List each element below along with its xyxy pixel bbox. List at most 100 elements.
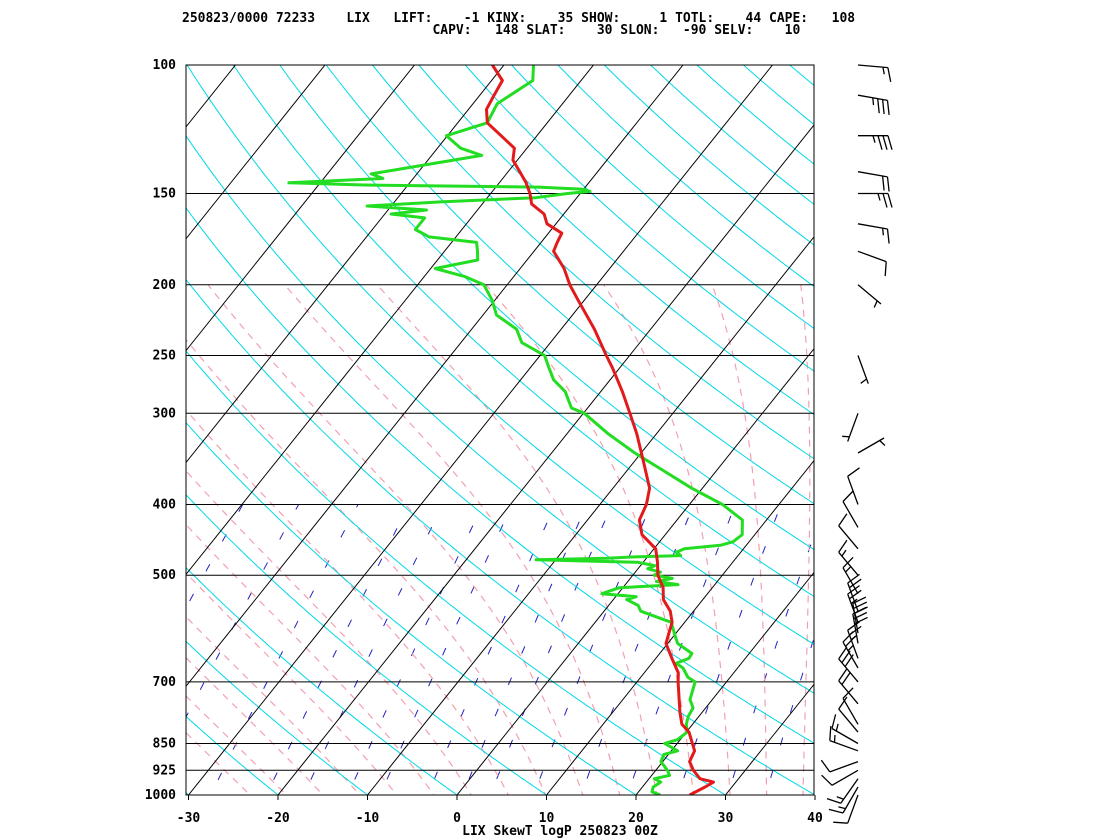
dry-adiabat-line: [742, 65, 814, 126]
header-line-1: 250823/0000 72233 LIX LIFT: -1 KINX: 35 …: [182, 11, 855, 26]
moist-adiabat-line: [800, 284, 811, 795]
isotherm-line: [456, 347, 814, 795]
dry-adiabat-line: [186, 350, 727, 795]
dry-adiabat-line: [186, 566, 458, 795]
dry-adiabat-line: [696, 65, 814, 165]
wind-barb: [821, 769, 859, 786]
mixing-ratio-line: [489, 504, 613, 795]
mixing-ratio-line: [303, 504, 444, 795]
dry-adiabat-line: [603, 65, 814, 246]
mixing-ratio-line: [427, 504, 556, 795]
dry-adiabat-line: [279, 65, 814, 551]
wind-barb: [826, 778, 859, 804]
temperature-tick-label: 30: [718, 811, 734, 826]
temperature-line: [485, 65, 715, 795]
pressure-tick-label: 150: [153, 187, 177, 202]
isotherm-line: [186, 65, 236, 128]
pressure-tick-label: 925: [153, 763, 176, 778]
wind-barb: [857, 171, 890, 192]
temperature-tick-label: 40: [807, 811, 823, 826]
pressure-tick-label: 300: [153, 406, 177, 421]
dry-adiabat-line: [186, 207, 814, 744]
moist-adiabat-line: [284, 284, 621, 795]
wind-barb: [838, 646, 859, 683]
moist-adiabat-line: [186, 731, 251, 795]
dry-adiabat-line: [788, 65, 814, 86]
pressure-tick-label: 200: [153, 278, 177, 293]
wind-barb: [857, 284, 882, 308]
pressure-tick-label: 500: [153, 568, 177, 583]
dewpoint-line: [287, 65, 744, 795]
moist-adiabat-line: [186, 656, 324, 795]
moist-adiabat-line: [186, 571, 398, 795]
moist-adiabat-line: [186, 409, 510, 795]
wind-barb: [838, 513, 859, 550]
mixing-ratio-line: [580, 504, 695, 795]
isobars: [186, 65, 814, 795]
isotherm-line: [815, 65, 1120, 795]
pressure-tick-label: 100: [153, 58, 177, 73]
pressure-tick-label: 400: [153, 498, 177, 513]
isotherm-line: [367, 236, 814, 795]
moist-adiabat-line: [376, 284, 658, 795]
isotherm-line: [905, 65, 1120, 795]
plot-frame: [185, 64, 815, 796]
isotherm-line: [546, 459, 814, 795]
mixing-ratio-line: [210, 504, 359, 795]
mixing-ratio-line: [379, 504, 513, 795]
dry-adiabat-line: [186, 792, 190, 795]
isotherm-line: [188, 65, 773, 795]
dry-adiabat-line: [186, 715, 279, 795]
isotherm-line: [186, 65, 684, 688]
temperature-tick-label: 10: [539, 811, 555, 826]
temperature-tick-label: 0: [453, 811, 461, 826]
isotherm-line: [277, 124, 814, 795]
wind-barb: [857, 94, 890, 115]
mixing-ratio-line: [265, 504, 410, 795]
mixing-ratio-line: [727, 534, 814, 795]
pressure-axis-labels: 100 150 200 250 300 400 500 700 850 925 1000: [145, 58, 176, 803]
temperature-tick-label: -30: [177, 811, 201, 826]
mixing-ratio-line: [532, 504, 652, 795]
dry-adiabat-line: [371, 65, 814, 460]
wind-barb: [838, 539, 859, 576]
pressure-tick-label: 700: [153, 675, 177, 690]
wind-barb: [820, 759, 859, 773]
dry-adiabat-line: [325, 65, 814, 505]
wind-barbs: [820, 64, 893, 824]
isotherm-line: [186, 65, 415, 352]
mixing-ratio-line: [851, 505, 939, 811]
wind-barb: [857, 355, 869, 384]
isotherm-line: [725, 683, 814, 795]
moist-adiabat-line: [186, 338, 547, 795]
moist-adiabat-line: [485, 284, 695, 795]
wind-barb: [838, 696, 859, 733]
mixing-ratio-line: [347, 504, 484, 795]
dry-adiabat-line: [186, 494, 548, 795]
isotherm-line: [186, 65, 326, 240]
wind-barb: [857, 250, 887, 277]
wind-barb: [857, 223, 890, 244]
moist-adiabat-line: [186, 523, 435, 795]
temperature-axis-labels: -30 -20 -10 0 10 20 30 40: [177, 795, 823, 826]
dry-adiabat-line: [186, 421, 637, 795]
wind-barb: [828, 786, 859, 814]
chart-title: LIX SkewT logP 250823 00Z: [462, 824, 658, 839]
wind-barb: [829, 726, 859, 752]
pressure-tick-label: 1000: [145, 788, 176, 803]
dry-adiabat-line: [186, 65, 814, 645]
wind-barb: [847, 621, 862, 659]
moist-adiabat-line: [711, 284, 768, 795]
dry-adiabat-line: [186, 135, 814, 694]
dry-adiabats: [186, 65, 814, 795]
background-lines: [0, 65, 1120, 811]
moist-adiabat-line: [186, 470, 472, 795]
pressure-tick-label: 850: [153, 736, 177, 751]
wind-barb: [852, 596, 868, 634]
temperature-tick-label: -20: [266, 811, 290, 826]
temperature-tick-label: -10: [356, 811, 380, 826]
isotherm-line: [0, 65, 57, 795]
moist-adiabats: [186, 284, 811, 795]
wind-barb: [831, 714, 859, 745]
